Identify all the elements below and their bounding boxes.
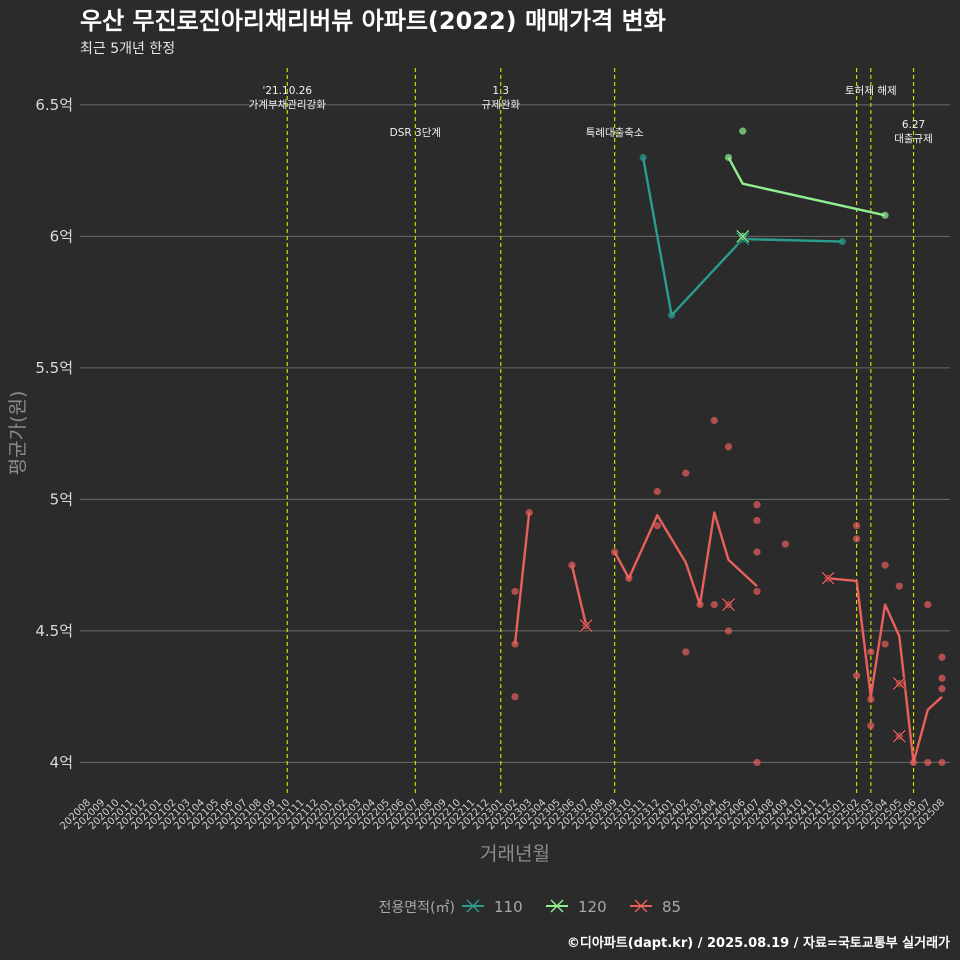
series-85-marker [821,571,836,586]
series-85-line [570,564,588,626]
series-85-point [696,601,704,609]
cross-stroke [892,729,906,743]
series-110-line [641,157,843,317]
event-label: '21.10.26 [262,85,312,97]
cross-stroke [579,619,593,633]
chart-title: 우산 무진로진아리채리버뷰 아파트(2022) 매매가격 변화 [80,7,666,35]
series-85-point [625,574,633,582]
cross-stroke [722,598,735,612]
series-110-point [639,153,647,162]
cross-stroke [892,677,906,691]
series-85-point [881,640,889,648]
series-85-point [753,548,761,556]
y-tick-label: 6억 [50,227,73,245]
series-85-point [881,561,889,569]
y-axis-ticks: 4억 4.5억 5억 5.5억 6억 6.5억 [35,96,73,772]
series-85-point [753,758,761,767]
legend-label-110: 110 [494,898,523,916]
legend-swatch-cross [466,899,480,913]
series-85-line [827,577,943,764]
series-85-point [710,601,718,609]
series-120-point [881,211,889,219]
series-85-point [710,416,718,425]
series-85-point [653,522,661,530]
series-110-point [667,311,676,319]
series-85-point [781,540,790,548]
series-85-point [724,443,733,451]
series-85-point [909,758,918,767]
series-85-line [513,512,531,645]
legend-title: 전용면적(㎡) [379,900,455,916]
y-tick-label: 4.5억 [35,622,73,640]
series-85-point [938,758,946,767]
legend: 전용면적(㎡) 110 120 85 [379,898,682,916]
series-85-point [682,469,690,477]
series-85-point [853,672,861,680]
series-85-point [525,508,533,517]
chart-caption: ©디아파트(dapt.kr) / 2025.08.19 / 자료=국토교통부 실… [567,935,950,951]
legend-item-110: 110 [462,898,523,916]
series-85-marker [721,597,736,612]
event-label: 규제완화 [481,98,520,111]
y-tick-label: 6.5억 [35,96,73,114]
series-85-point [611,548,619,556]
series-85-point [753,501,761,509]
series-110-point [838,238,846,246]
series-85-point [682,648,690,656]
event-label: 특례대출축소 [586,127,644,139]
legend-label-120: 120 [578,898,607,916]
x-axis-label: 거래년월 [480,843,550,865]
legend-label-85: 85 [662,898,681,916]
series-85-point [753,516,761,525]
chart-subtitle: 최근 5개년 한정 [80,41,175,57]
cross-stroke [821,571,835,585]
series-85-point [895,582,903,590]
series-85-point [938,674,946,682]
series-85-point [853,522,861,530]
legend-swatch-cross [634,899,648,913]
legend-item-120: 120 [546,898,607,916]
series-85-point [511,693,519,701]
series-120-line [727,156,886,217]
legend-item-85: 85 [630,898,681,916]
series-85-point [724,627,733,635]
series-85-point [867,695,875,703]
y-axis-label: 평균가(원) [7,391,29,476]
series-85-point [653,487,661,496]
series-85-marker [892,676,907,691]
series-85-point [924,601,932,609]
data-series [511,127,946,767]
event-label: 토허제 해제 [845,84,897,97]
series-120-point [739,127,747,135]
series-85-point [867,722,875,730]
series-85-point [924,758,932,767]
series-120-point [724,153,733,162]
event-label: 1.3 [492,85,509,97]
series-85-point [867,648,875,656]
series-85-line [613,511,758,606]
event-label: 대출규제 [894,133,933,145]
series-85-marker [579,618,594,633]
series-120-marker [735,229,750,244]
series-85-point [568,561,576,569]
series-85-marker [892,729,907,744]
y-tick-label: 5억 [50,490,73,508]
event-label: 가계부채관리강화 [249,99,327,111]
series-85-point [753,587,761,596]
event-label: 6.27 [902,119,925,131]
series-85-point [511,587,519,596]
event-label: DSR 3단계 [390,127,441,139]
series-85-point [511,640,519,648]
series-85-point [938,653,946,661]
series-85-point [938,685,946,693]
legend-swatch-cross [550,899,564,913]
y-tick-label: 5.5억 [35,359,73,377]
y-tick-label: 4억 [50,753,73,771]
gridlines [80,104,950,763]
series-85-point [853,535,861,543]
cross-stroke [736,229,750,243]
